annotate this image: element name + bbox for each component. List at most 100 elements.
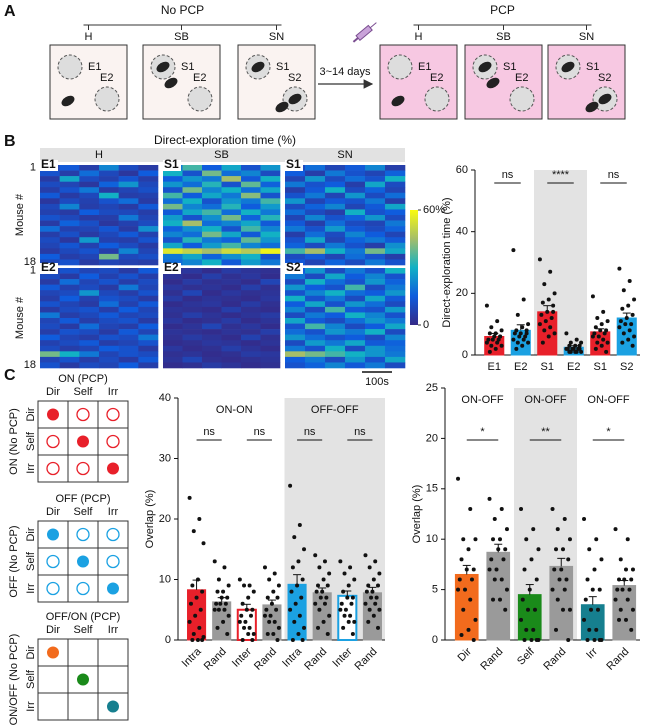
heat-cell: [99, 279, 119, 285]
data-point: [564, 346, 569, 351]
heat-cell: [305, 312, 326, 319]
heat-cell: [385, 279, 406, 285]
heat-cell: [182, 220, 203, 227]
heat-cell: [221, 323, 242, 330]
heat-cell: [285, 362, 306, 369]
object-label: E2: [430, 72, 443, 84]
data-point: [324, 595, 329, 600]
heat-cell: [79, 170, 100, 177]
heat-cell: [305, 273, 326, 280]
heat-cell: [345, 323, 366, 330]
data-point: [596, 334, 601, 339]
heat-cell: [59, 176, 80, 182]
heat-cell: [305, 237, 326, 244]
data-point: [601, 309, 606, 314]
data-point: [567, 349, 572, 354]
data-point: [521, 337, 526, 342]
matrix-cell: [67, 520, 99, 549]
heat-cell: [202, 362, 222, 369]
heat-cell: [285, 295, 306, 302]
data-point: [274, 607, 279, 612]
heat-cell: [59, 259, 80, 266]
heat-cell: [99, 253, 119, 260]
heat-cell: [325, 187, 346, 194]
data-point: [496, 337, 501, 342]
data-point: [593, 346, 598, 351]
data-point: [239, 613, 244, 618]
heat-cell: [305, 198, 326, 205]
matrix-ring: [46, 461, 60, 476]
x-tick-label: Rand: [541, 646, 568, 673]
heat-cell: [138, 279, 159, 285]
matrix-dot: [77, 555, 89, 568]
heat-cell: [365, 181, 386, 188]
heat-cell: [260, 295, 281, 302]
heat-cell: [40, 356, 60, 363]
heat-cell: [285, 248, 306, 255]
heat-cell: [325, 312, 346, 319]
heat-cell: [79, 340, 100, 347]
data-point: [222, 607, 227, 612]
heat-cell: [241, 318, 261, 324]
data-point: [542, 328, 547, 333]
data-point: [552, 331, 557, 336]
heat-cell: [202, 253, 222, 260]
data-point: [468, 597, 473, 602]
heat-cell: [182, 242, 203, 249]
heat-cell: [99, 345, 119, 352]
data-point: [325, 631, 330, 636]
data-point: [293, 601, 298, 606]
matrix-side-title: ON/OFF (No PCP): [8, 634, 20, 726]
bar: [612, 585, 637, 641]
heat-cell: [182, 203, 203, 210]
mouse: [156, 61, 170, 73]
heat-cell: [365, 356, 386, 363]
matrix-col-label: Self: [74, 624, 94, 636]
data-point: [520, 597, 525, 602]
heat-cell: [59, 340, 80, 347]
heat-cell: [241, 356, 261, 363]
data-point: [218, 601, 223, 606]
heat-cell: [221, 279, 242, 285]
data-point: [537, 322, 542, 327]
heat-cell: [241, 279, 261, 285]
heat-cell: [138, 351, 159, 358]
chart-title: Direct-exploration time (%): [154, 133, 296, 147]
heat-cell: [305, 295, 326, 302]
heat-cell: [221, 203, 242, 210]
heat-cell: [345, 362, 366, 369]
heat-cell: [138, 323, 159, 330]
data-point: [318, 595, 323, 600]
heat-cell: [163, 306, 183, 313]
heat-cell: [59, 198, 80, 205]
heat-cell: [163, 318, 183, 324]
heat-cell: [385, 351, 406, 358]
data-point: [327, 571, 332, 576]
heat-cell: [138, 273, 159, 280]
heat-cell: [260, 273, 281, 280]
data-point: [493, 346, 498, 351]
heat-cell: [99, 334, 119, 341]
heat-cell: [365, 340, 386, 347]
mouse: [561, 61, 575, 73]
data-point: [517, 334, 522, 339]
data-point: [195, 638, 200, 642]
heat-cell: [182, 248, 203, 255]
heat-cell: [325, 237, 346, 244]
matrix-ring: [106, 527, 120, 542]
heat-cell: [385, 301, 406, 308]
data-point: [626, 303, 631, 308]
heat-cell: [79, 284, 100, 291]
heat-cell: [365, 279, 386, 285]
matrix-dot: [47, 528, 59, 541]
heat-cell: [345, 226, 366, 232]
heat-cell: [79, 215, 100, 221]
heat-cell: [241, 306, 261, 313]
heat-cell: [285, 231, 306, 238]
data-point: [201, 634, 206, 639]
heat-cell: [285, 176, 306, 182]
heat-cell: [79, 318, 100, 324]
heat-cell: [241, 220, 261, 227]
heat-cell: [182, 329, 203, 335]
heat-cell: [285, 312, 306, 319]
